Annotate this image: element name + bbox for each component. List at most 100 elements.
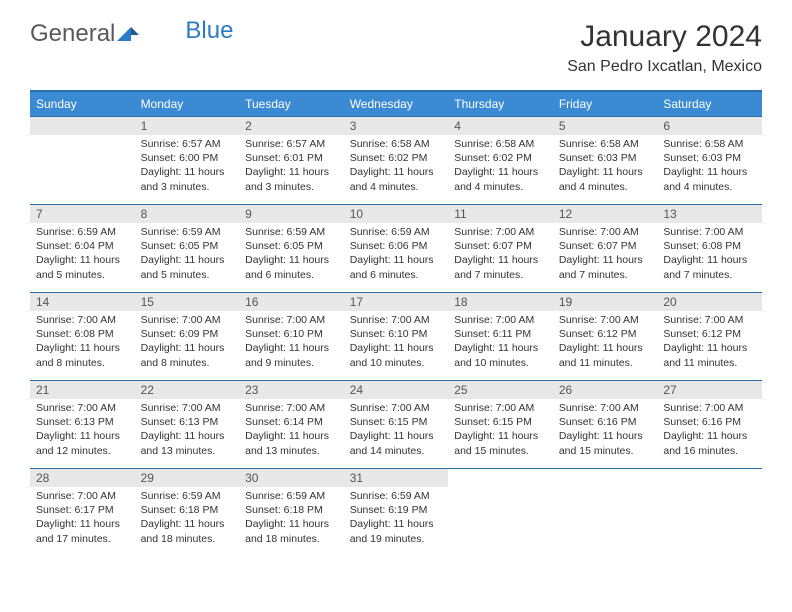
day-header: Monday [135,91,240,117]
day-details: Sunrise: 6:57 AMSunset: 6:01 PMDaylight:… [239,135,344,198]
day-details: Sunrise: 6:59 AMSunset: 6:18 PMDaylight:… [135,487,240,550]
calendar-head: SundayMondayTuesdayWednesdayThursdayFrid… [30,91,762,117]
day-header: Thursday [448,91,553,117]
day-number: 20 [657,293,762,311]
calendar-row: 7Sunrise: 6:59 AMSunset: 6:04 PMDaylight… [30,205,762,293]
day-number: 2 [239,117,344,135]
day-header: Friday [553,91,658,117]
calendar-cell: 9Sunrise: 6:59 AMSunset: 6:05 PMDaylight… [239,205,344,293]
calendar-cell: 2Sunrise: 6:57 AMSunset: 6:01 PMDaylight… [239,117,344,205]
day-number: 10 [344,205,449,223]
day-number: 19 [553,293,658,311]
title-block: January 2024 San Pedro Ixcatlan, Mexico [567,20,762,76]
day-details: Sunrise: 6:59 AMSunset: 6:05 PMDaylight:… [239,223,344,286]
day-details: Sunrise: 7:00 AMSunset: 6:14 PMDaylight:… [239,399,344,462]
calendar-cell: 27Sunrise: 7:00 AMSunset: 6:16 PMDayligh… [657,381,762,469]
day-number: 16 [239,293,344,311]
calendar-table: SundayMondayTuesdayWednesdayThursdayFrid… [30,90,762,557]
day-number: 12 [553,205,658,223]
calendar-cell: 16Sunrise: 7:00 AMSunset: 6:10 PMDayligh… [239,293,344,381]
day-details: Sunrise: 7:00 AMSunset: 6:07 PMDaylight:… [448,223,553,286]
day-number: 8 [135,205,240,223]
day-number: 22 [135,381,240,399]
day-number: 24 [344,381,449,399]
calendar-cell: 14Sunrise: 7:00 AMSunset: 6:08 PMDayligh… [30,293,135,381]
day-number: 6 [657,117,762,135]
day-number: 18 [448,293,553,311]
day-details: Sunrise: 7:00 AMSunset: 6:10 PMDaylight:… [239,311,344,374]
day-number: 25 [448,381,553,399]
calendar-cell: 10Sunrise: 6:59 AMSunset: 6:06 PMDayligh… [344,205,449,293]
calendar-row: 28Sunrise: 7:00 AMSunset: 6:17 PMDayligh… [30,469,762,557]
calendar-row: 14Sunrise: 7:00 AMSunset: 6:08 PMDayligh… [30,293,762,381]
calendar-cell: 26Sunrise: 7:00 AMSunset: 6:16 PMDayligh… [553,381,658,469]
logo-text-general: General [30,20,115,48]
day-header: Wednesday [344,91,449,117]
calendar-cell: 21Sunrise: 7:00 AMSunset: 6:13 PMDayligh… [30,381,135,469]
calendar-cell: 20Sunrise: 7:00 AMSunset: 6:12 PMDayligh… [657,293,762,381]
day-number: 17 [344,293,449,311]
calendar-cell: 4Sunrise: 6:58 AMSunset: 6:02 PMDaylight… [448,117,553,205]
day-details: Sunrise: 6:58 AMSunset: 6:02 PMDaylight:… [344,135,449,198]
day-number: 30 [239,469,344,487]
calendar-cell: 30Sunrise: 6:59 AMSunset: 6:18 PMDayligh… [239,469,344,557]
day-details: Sunrise: 7:00 AMSunset: 6:15 PMDaylight:… [448,399,553,462]
day-header: Tuesday [239,91,344,117]
day-number: 4 [448,117,553,135]
calendar-cell: 7Sunrise: 6:59 AMSunset: 6:04 PMDaylight… [30,205,135,293]
calendar-row: 21Sunrise: 7:00 AMSunset: 6:13 PMDayligh… [30,381,762,469]
day-details: Sunrise: 7:00 AMSunset: 6:11 PMDaylight:… [448,311,553,374]
day-details: Sunrise: 6:59 AMSunset: 6:19 PMDaylight:… [344,487,449,550]
day-details: Sunrise: 7:00 AMSunset: 6:17 PMDaylight:… [30,487,135,550]
calendar-cell: 15Sunrise: 7:00 AMSunset: 6:09 PMDayligh… [135,293,240,381]
calendar-cell [448,469,553,557]
day-number: 7 [30,205,135,223]
calendar-cell: 18Sunrise: 7:00 AMSunset: 6:11 PMDayligh… [448,293,553,381]
day-number: 9 [239,205,344,223]
logo-text-blue: Blue [185,17,233,45]
calendar-cell: 1Sunrise: 6:57 AMSunset: 6:00 PMDaylight… [135,117,240,205]
day-details: Sunrise: 7:00 AMSunset: 6:16 PMDaylight:… [553,399,658,462]
calendar-cell [553,469,658,557]
logo-triangle-icon [117,20,139,48]
calendar-cell: 22Sunrise: 7:00 AMSunset: 6:13 PMDayligh… [135,381,240,469]
day-details: Sunrise: 7:00 AMSunset: 6:08 PMDaylight:… [30,311,135,374]
day-number: 23 [239,381,344,399]
calendar-cell: 24Sunrise: 7:00 AMSunset: 6:15 PMDayligh… [344,381,449,469]
day-header: Sunday [30,91,135,117]
day-details: Sunrise: 7:00 AMSunset: 6:13 PMDaylight:… [135,399,240,462]
day-number: 5 [553,117,658,135]
month-title: January 2024 [567,20,762,54]
day-header: Saturday [657,91,762,117]
day-number: 1 [135,117,240,135]
day-details: Sunrise: 7:00 AMSunset: 6:12 PMDaylight:… [657,311,762,374]
calendar-cell [657,469,762,557]
calendar-cell: 13Sunrise: 7:00 AMSunset: 6:08 PMDayligh… [657,205,762,293]
day-number: 21 [30,381,135,399]
day-details: Sunrise: 7:00 AMSunset: 6:07 PMDaylight:… [553,223,658,286]
day-number: 28 [30,469,135,487]
day-details: Sunrise: 7:00 AMSunset: 6:12 PMDaylight:… [553,311,658,374]
calendar-cell: 28Sunrise: 7:00 AMSunset: 6:17 PMDayligh… [30,469,135,557]
calendar-cell [30,117,135,205]
calendar-cell: 8Sunrise: 6:59 AMSunset: 6:05 PMDaylight… [135,205,240,293]
day-details: Sunrise: 7:00 AMSunset: 6:09 PMDaylight:… [135,311,240,374]
day-number: 11 [448,205,553,223]
day-details: Sunrise: 6:59 AMSunset: 6:18 PMDaylight:… [239,487,344,550]
day-details: Sunrise: 7:00 AMSunset: 6:15 PMDaylight:… [344,399,449,462]
calendar-cell: 25Sunrise: 7:00 AMSunset: 6:15 PMDayligh… [448,381,553,469]
logo: General Blue [30,20,233,48]
day-number: 13 [657,205,762,223]
day-details: Sunrise: 6:58 AMSunset: 6:03 PMDaylight:… [657,135,762,198]
day-number: 29 [135,469,240,487]
calendar-cell: 12Sunrise: 7:00 AMSunset: 6:07 PMDayligh… [553,205,658,293]
location: San Pedro Ixcatlan, Mexico [567,58,762,76]
day-number: 26 [553,381,658,399]
day-details: Sunrise: 7:00 AMSunset: 6:10 PMDaylight:… [344,311,449,374]
calendar-cell: 29Sunrise: 6:59 AMSunset: 6:18 PMDayligh… [135,469,240,557]
calendar-cell: 31Sunrise: 6:59 AMSunset: 6:19 PMDayligh… [344,469,449,557]
calendar-cell: 6Sunrise: 6:58 AMSunset: 6:03 PMDaylight… [657,117,762,205]
day-details: Sunrise: 7:00 AMSunset: 6:08 PMDaylight:… [657,223,762,286]
calendar-cell: 23Sunrise: 7:00 AMSunset: 6:14 PMDayligh… [239,381,344,469]
day-number: 14 [30,293,135,311]
